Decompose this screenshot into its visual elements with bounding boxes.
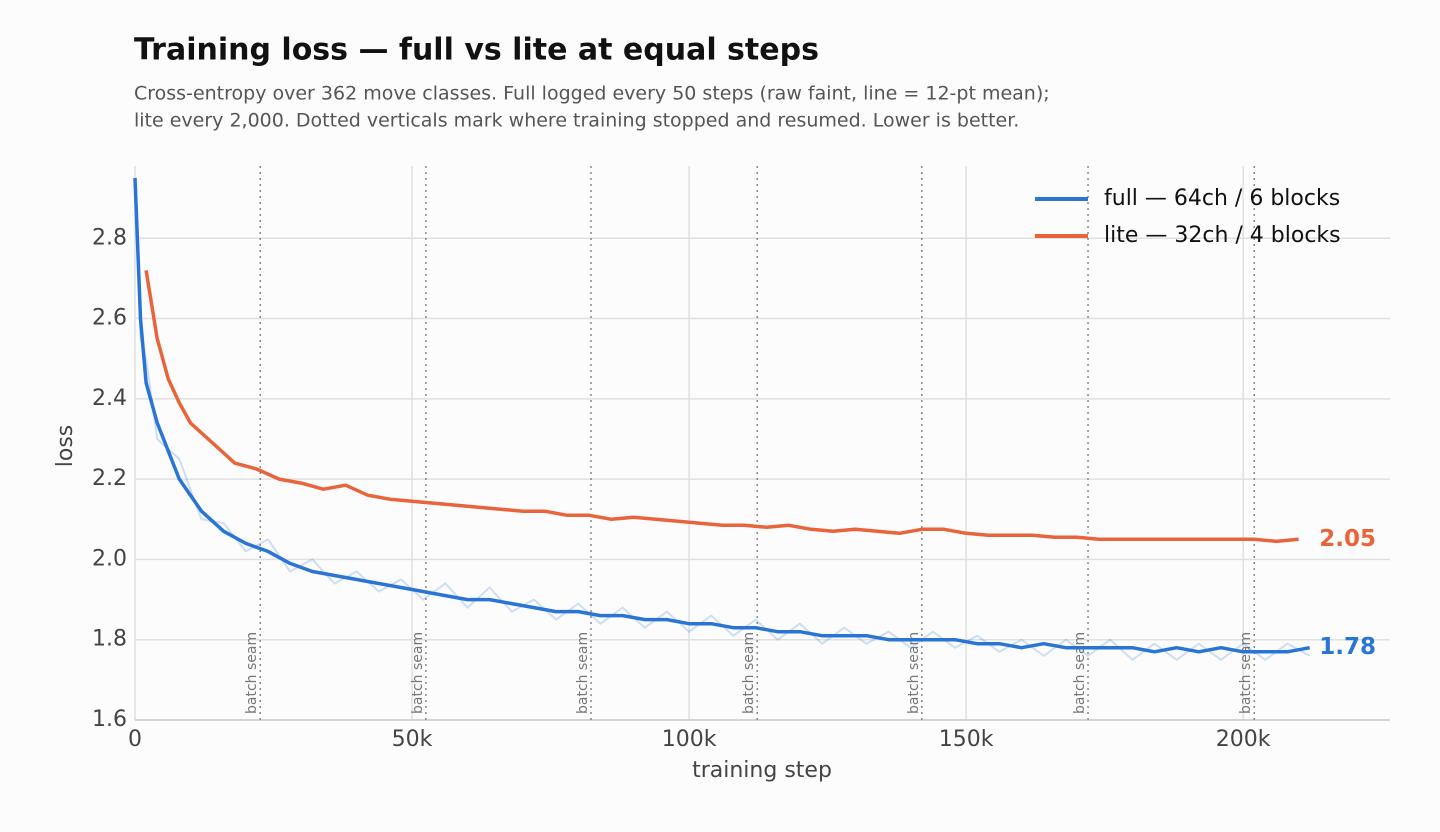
seam-label: batch seam [244,632,260,714]
legend-label: full — 64ch / 6 blocks [1104,186,1340,211]
x-tick-label: 0 [128,727,142,752]
y-tick-label: 2.6 [92,306,127,331]
seam-label: batch seam [906,632,922,714]
y-tick-label: 1.6 [92,707,127,732]
chart-title: Training loss — full vs lite at equal st… [134,33,819,68]
y-tick-label: 1.8 [92,627,127,652]
y-tick-label: 2.0 [92,546,127,571]
x-tick-label: 150k [939,727,994,752]
raw-line [134,177,1311,662]
series-line [144,270,1299,544]
seam-label: batch seam [575,632,591,714]
y-tick-label: 2.4 [92,386,127,411]
end-label: 1.78 [1319,634,1376,660]
y-axis-label: loss [53,425,78,468]
end-label: 2.05 [1319,526,1376,552]
y-tick-label: 2.8 [92,225,127,250]
x-tick-label: 50k [392,727,433,752]
seam-label: batch seam [1238,632,1254,714]
legend-label: lite — 32ch / 4 blocks [1104,223,1341,248]
series-line [133,177,1311,654]
chart-subtitle: Cross-entropy over 362 move classes. Ful… [134,83,1050,105]
seam-label: batch seam [1072,632,1088,714]
chart-subtitle: lite every 2,000. Dotted verticals mark … [134,110,1019,132]
x-tick-label: 100k [662,727,717,752]
seam-label: batch seam [741,632,757,714]
x-axis-label: training step [692,758,832,783]
seam-label: batch seam [410,632,426,714]
y-tick-label: 2.2 [92,466,127,491]
x-tick-label: 200k [1216,727,1271,752]
